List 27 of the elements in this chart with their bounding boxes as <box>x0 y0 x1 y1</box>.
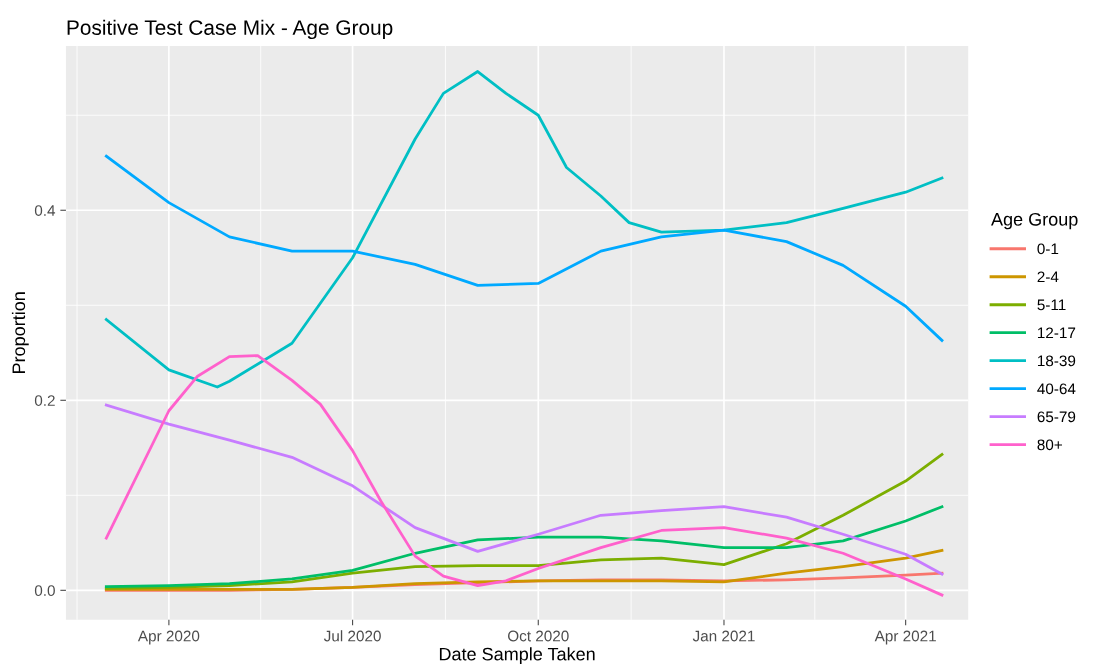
legend-label: 0-1 <box>1037 243 1059 255</box>
legend-label: 40-64 <box>1037 383 1076 395</box>
legend-label: 2-4 <box>1037 271 1059 283</box>
legend-label: 12-17 <box>1037 327 1076 339</box>
legend-label: 80+ <box>1037 439 1062 451</box>
x-axis-title: Date Sample Taken <box>439 647 595 665</box>
y-tick-label: 0.4 <box>34 205 56 216</box>
x-tick-label: Jul 2020 <box>323 630 381 642</box>
x-tick-label: Apr 2020 <box>137 630 200 645</box>
line-series <box>104 505 944 588</box>
line-series <box>104 354 944 597</box>
x-tick-label: Jan 2021 <box>692 630 755 642</box>
legend-label: 18-39 <box>1037 355 1076 367</box>
line-series <box>104 453 944 590</box>
line-series <box>104 70 944 389</box>
x-tick-label: Apr 2021 <box>874 630 936 645</box>
y-tick-label: 0.2 <box>34 395 55 406</box>
chart-title: Positive Test Case Mix - Age Group <box>67 19 393 40</box>
y-axis-title: Proportion <box>11 292 29 373</box>
legend-label: 5-11 <box>1037 299 1066 311</box>
line-series <box>104 154 944 342</box>
line-series <box>104 403 944 576</box>
line-series <box>104 549 944 591</box>
legend-label: 65-79 <box>1037 411 1076 423</box>
legend-title: Age Group <box>991 212 1078 230</box>
x-tick-label: Oct 2020 <box>508 630 569 642</box>
y-tick-label: 0.0 <box>34 585 55 597</box>
